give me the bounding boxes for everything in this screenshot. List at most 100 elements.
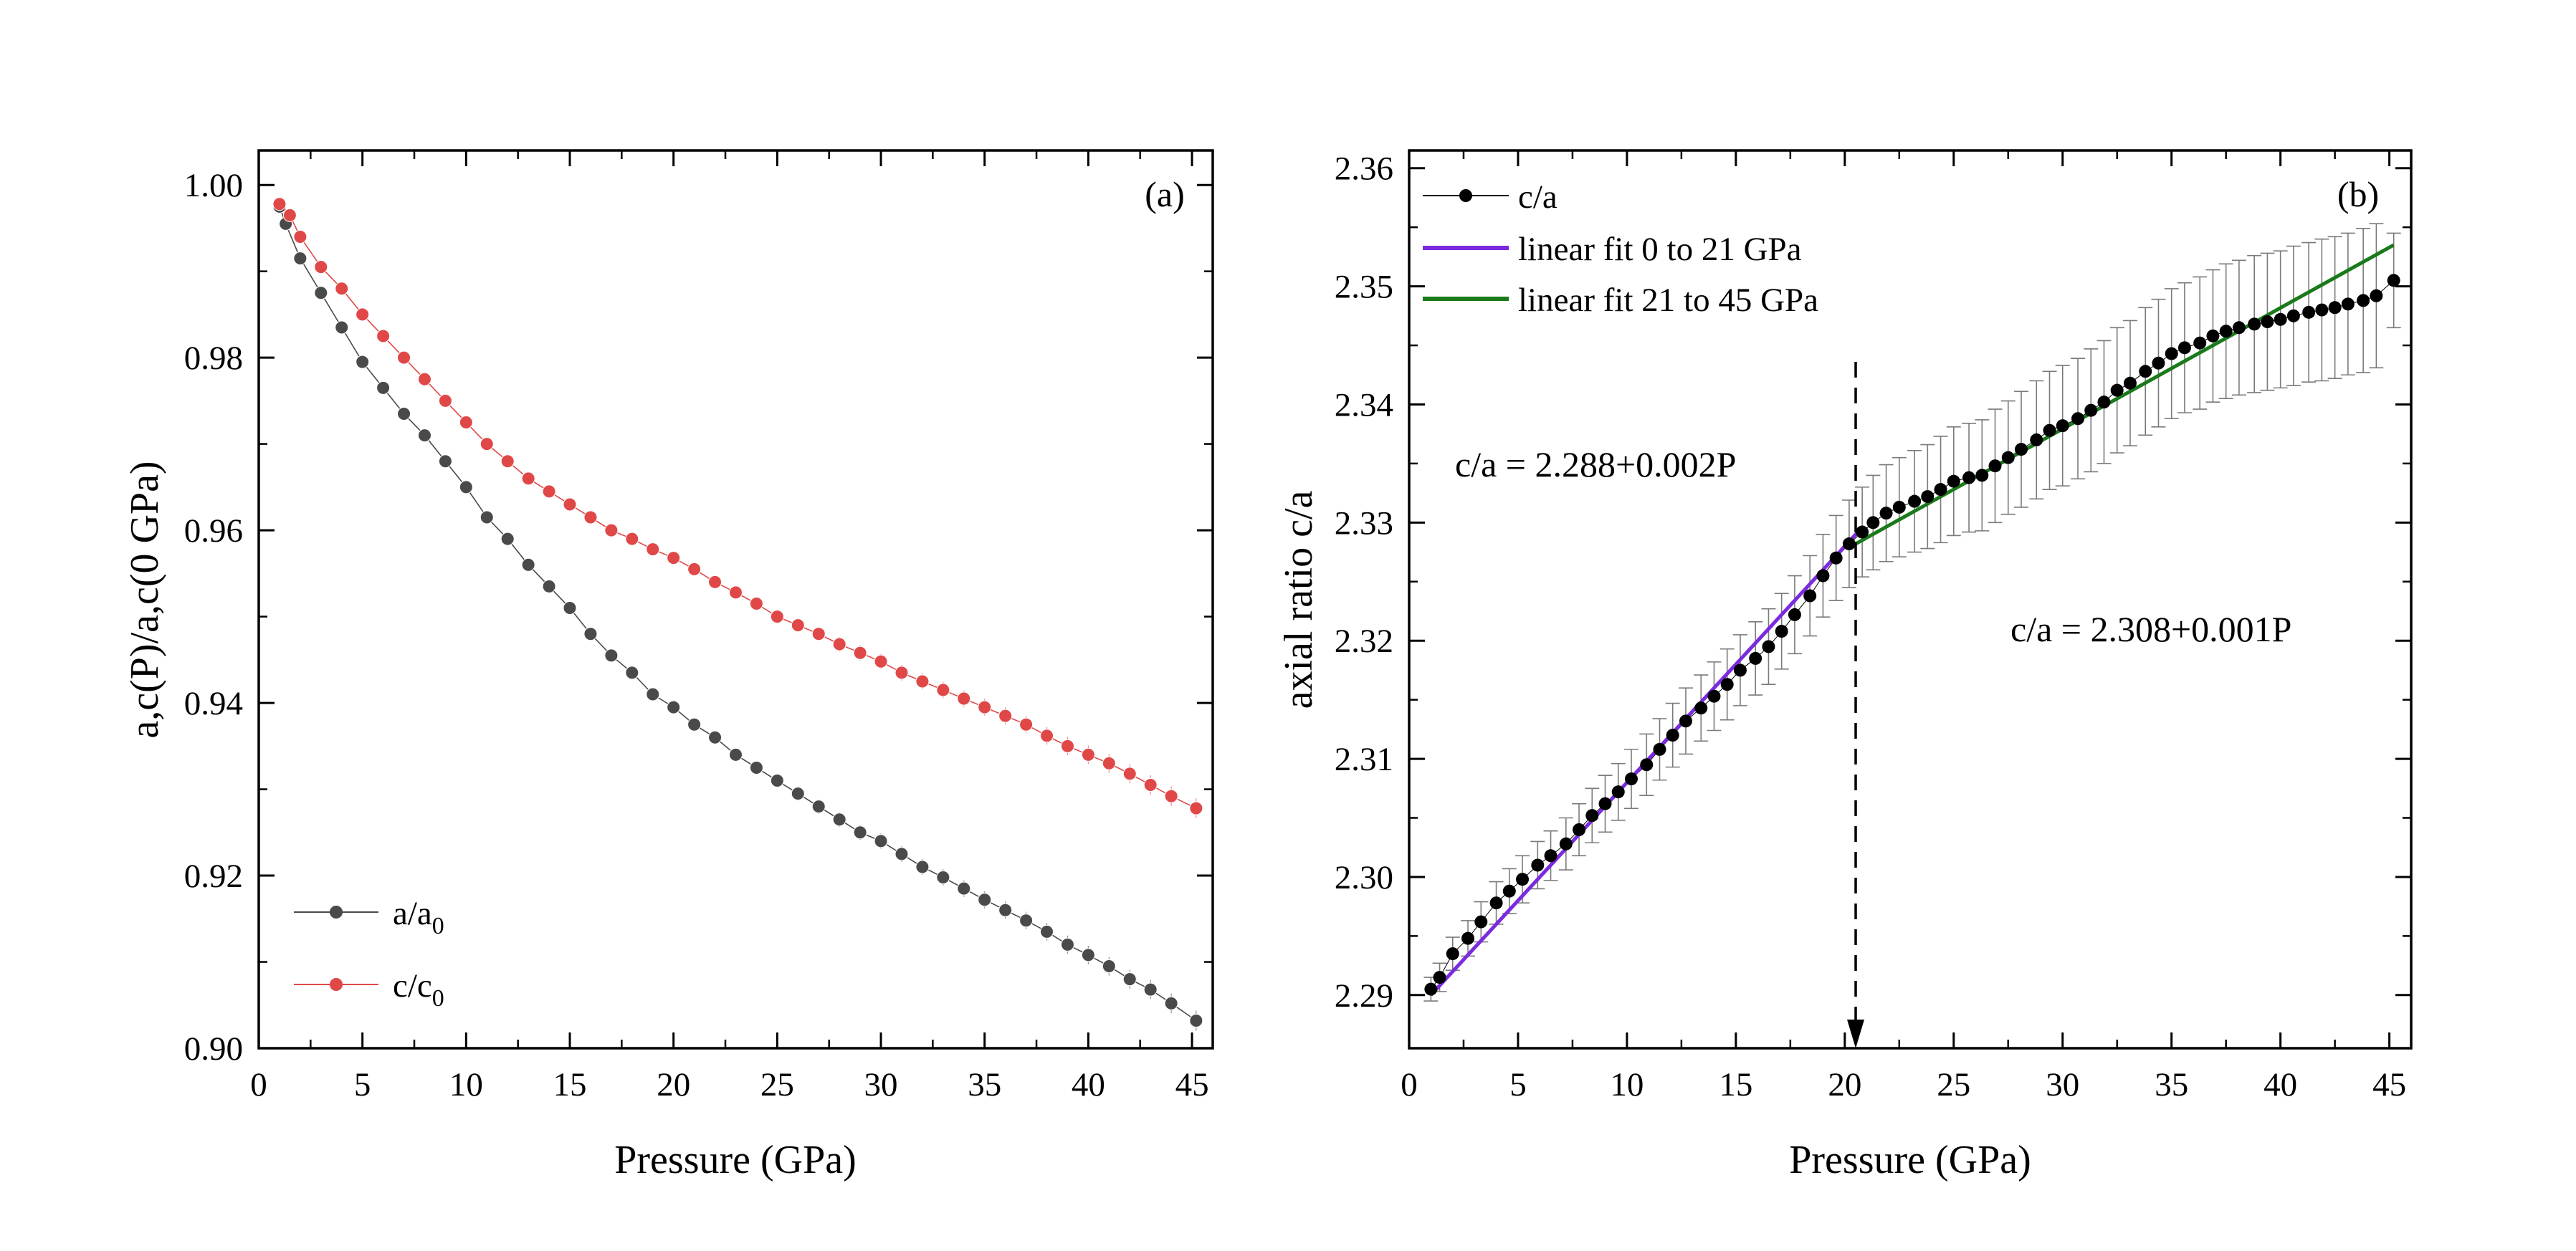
panel-b-point [1720,678,1734,691]
panel-a-point-1 [282,208,297,222]
panel-b-point [1433,971,1446,984]
legend-item-fit-low: linear fit 0 to 21 GPa [1423,231,1802,268]
panel-a-point-1 [936,683,950,697]
panel-a-chart: 0 5 10 15 20 25 30 35 40 45 0.90 0.92 0.94 0.96 0.98 1.… [123,149,1214,1182]
panel-b-xtick-label: 30 [2046,1066,2079,1103]
panel-b-point [1585,809,1599,823]
panel-a-point-1 [646,542,660,557]
panel-b-point [2165,347,2178,360]
panel-a-point-1 [335,282,349,296]
panel-b-point [1424,982,1438,996]
panel-a-xtick-label: 5 [354,1066,371,1103]
panel-a-point-1 [1164,789,1178,803]
panel-b-point [2248,317,2261,331]
legend-c-subscript: 0 [432,985,444,1012]
panel-a-point-1 [1081,747,1095,762]
panel-a-point-1 [356,307,370,322]
panel-a-point-0 [459,480,473,494]
svg-text:a/a0: a/a0 [393,895,444,939]
panel-b-point [1762,640,1775,653]
panel-a-xtick-label: 30 [864,1066,898,1103]
panel-a-point-1 [500,454,515,469]
panel-a-point-1 [397,350,411,365]
panel-b-point [2123,376,2137,390]
panel-b-point [1559,837,1573,850]
panel-a-point-1 [1019,717,1034,732]
legend-a-label: a/a [393,895,432,932]
panel-a-point-1 [853,646,867,660]
annotation-fit-high: c/a = 2.308+0.001P [2010,609,2291,649]
panel-a-point-1 [749,597,763,611]
panel-b-point [2177,341,2191,355]
panel-a-point-0 [542,579,556,593]
panel-b-point [1707,689,1721,703]
panel-b-point [1816,569,1830,583]
panel-b-point [1908,494,1922,508]
legend-fit-low-label: linear fit 0 to 21 GPa [1518,231,1802,268]
panel-b-point [2056,419,2069,433]
panel-a-xtick-label: 25 [760,1066,794,1103]
panel-b-point [1461,931,1475,945]
panel-a-ytick-label: 0.94 [184,685,243,722]
panel-a-ytick-label: 0.92 [184,858,243,895]
panel-a-point-0 [915,860,930,874]
panel-a-point-1 [604,523,619,537]
panel-a-point-1 [667,551,681,565]
panel-b-point [2341,297,2355,311]
panel-a-point-0 [667,700,681,714]
panel-b-point [1829,551,1843,565]
panel-a-point-0 [417,428,431,443]
panel-b-ytick-label: 2.29 [1335,977,1393,1015]
legend-ca-marker [1459,189,1472,202]
panel-b-point [1573,823,1586,836]
panel-b-ytick-label: 2.36 [1335,150,1393,188]
legend-ca-label: c/a [1518,178,1557,216]
panel-a-point-0 [500,532,515,546]
panel-b-point [1653,742,1666,756]
panel-b-ytick-label: 2.35 [1335,269,1393,306]
panel-a-point-1 [293,229,307,244]
panel-a-point-0 [356,355,370,369]
panel-b-xtick-label: 0 [1401,1066,1418,1103]
panel-a-point-0 [957,881,971,896]
panel-a-ytick-label: 0.90 [184,1030,243,1068]
panel-a-y-axis-title: a,c(P)/a,c(0 GPa) [123,461,167,738]
panel-b-point [1892,500,1906,514]
panel-a-point-1 [1102,756,1116,770]
panel-a-point-1 [811,627,826,641]
panel-b-point [1934,483,1947,497]
panel-b-point [2357,294,2370,307]
panel-a-point-0 [1019,914,1034,928]
panel-b-ytick-label: 2.30 [1335,859,1393,896]
panel-a-point-1 [542,484,556,499]
panel-a-point-1 [915,674,930,689]
panel-a-point-1 [957,691,971,706]
panel-b-xtick-label: 40 [2263,1066,2297,1103]
panel-a-point-1 [874,654,888,668]
panel-b-point [1803,589,1817,603]
panel-b-point [2232,321,2246,335]
panel-b-point [1788,608,1801,621]
panel-a-point-0 [687,717,702,732]
panel-a-point-1 [895,666,909,680]
panel-b-ticks: 0 5 10 15 20 25 30 35 40 45 2.29 2.30 2.31 2.32 2.33 2.… [1335,150,2411,1103]
panel-b-xtick-label: 5 [1509,1066,1527,1103]
panel-a-point-1 [791,618,805,633]
panel-a-point-0 [521,557,535,572]
panel-b-point [1962,471,1976,484]
panel-a-point-1 [480,437,494,451]
panel-b-point [2219,325,2233,338]
legend-a-marker [330,906,343,919]
panel-a-point-1 [521,471,535,486]
panel-b-series-layer [1423,223,2401,1048]
panel-a-xtick-label: 20 [657,1066,690,1103]
panel-b-x-axis-title: Pressure (GPa) [1789,1138,2031,1182]
panel-b-point [1921,490,1935,504]
panel-a-point-1 [708,575,722,589]
panel-a-xtick-label: 40 [1072,1066,1105,1103]
panel-a-point-0 [708,730,722,744]
panel-a-xtick-label: 35 [968,1066,1001,1103]
panel-b-xtick-label: 25 [1937,1066,1970,1103]
legend-c-marker [330,978,343,991]
